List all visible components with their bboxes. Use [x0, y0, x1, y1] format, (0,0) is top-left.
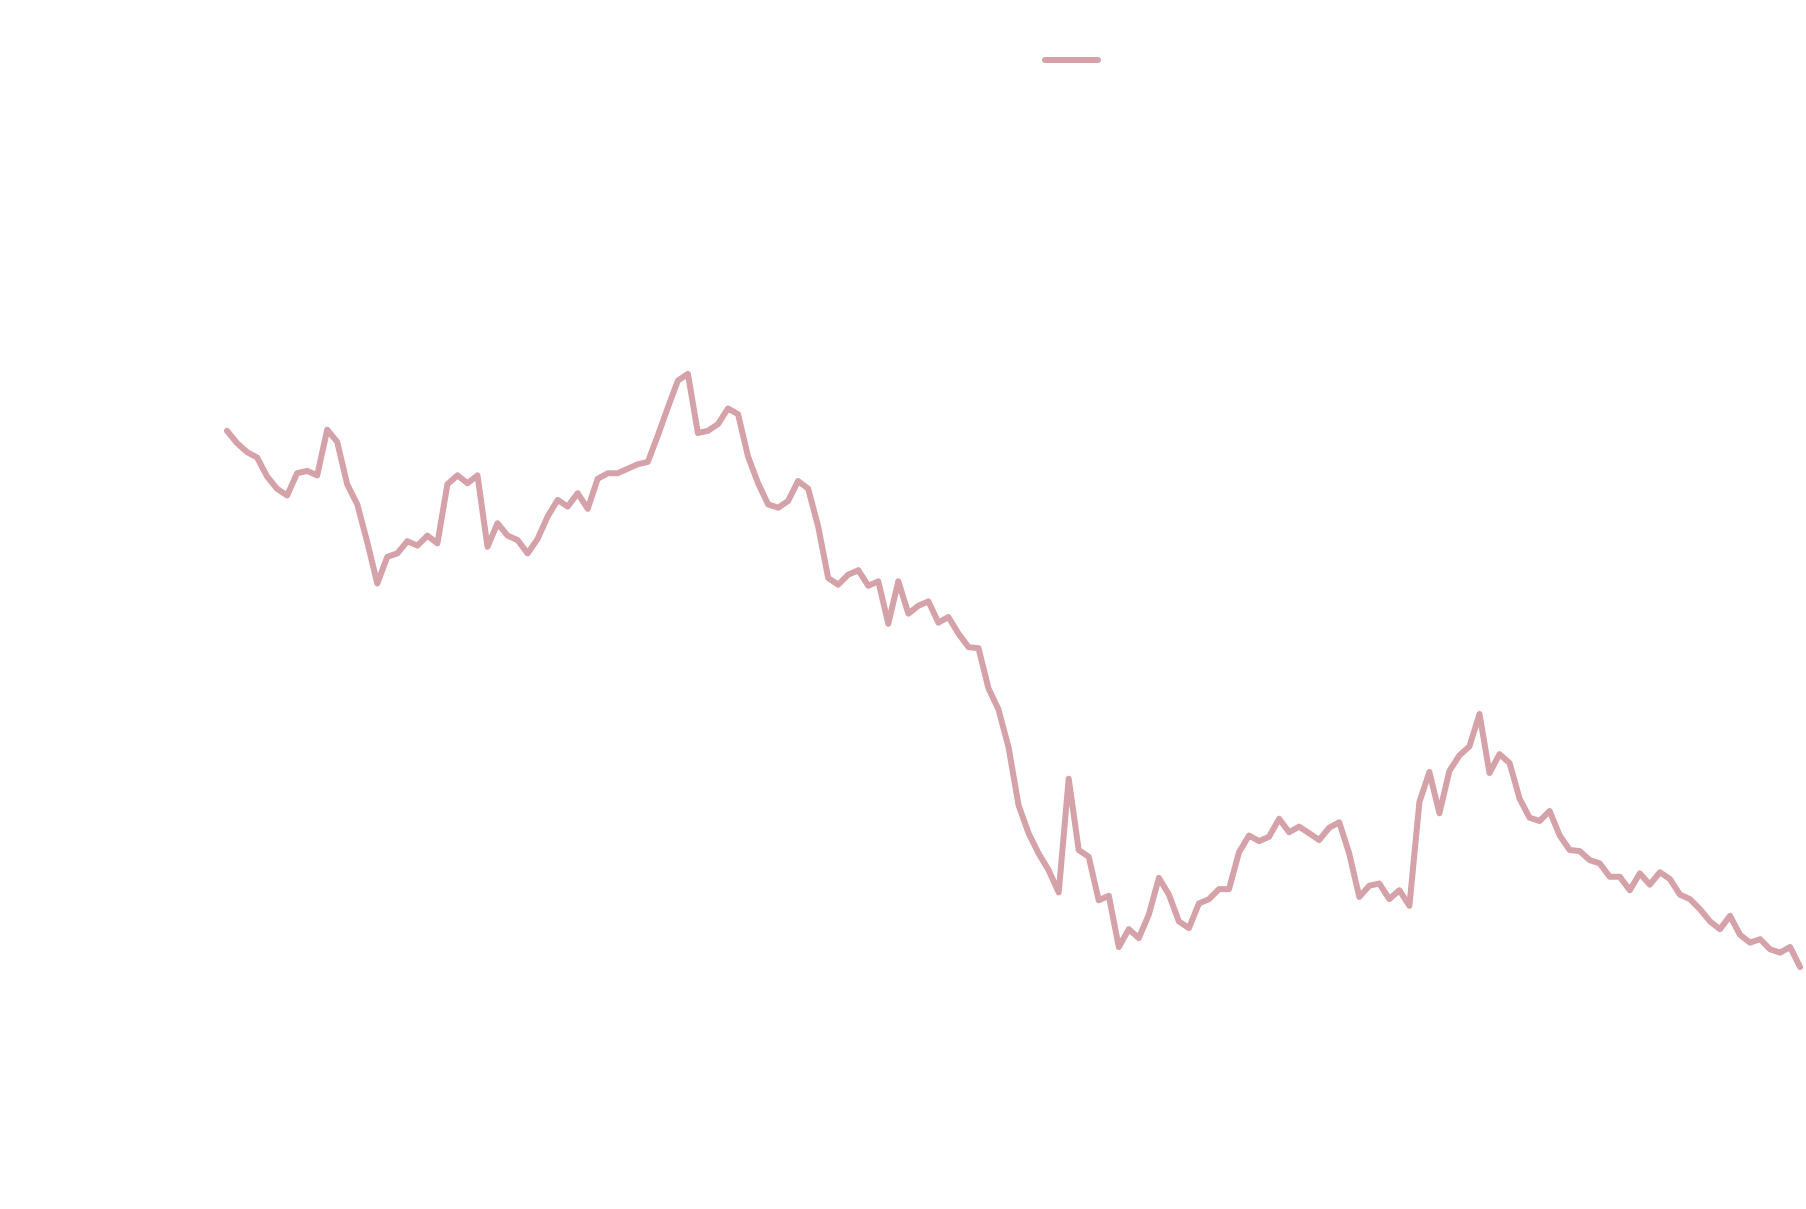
- plot-area: [224, 370, 1804, 971]
- series-line-0: [224, 370, 1804, 971]
